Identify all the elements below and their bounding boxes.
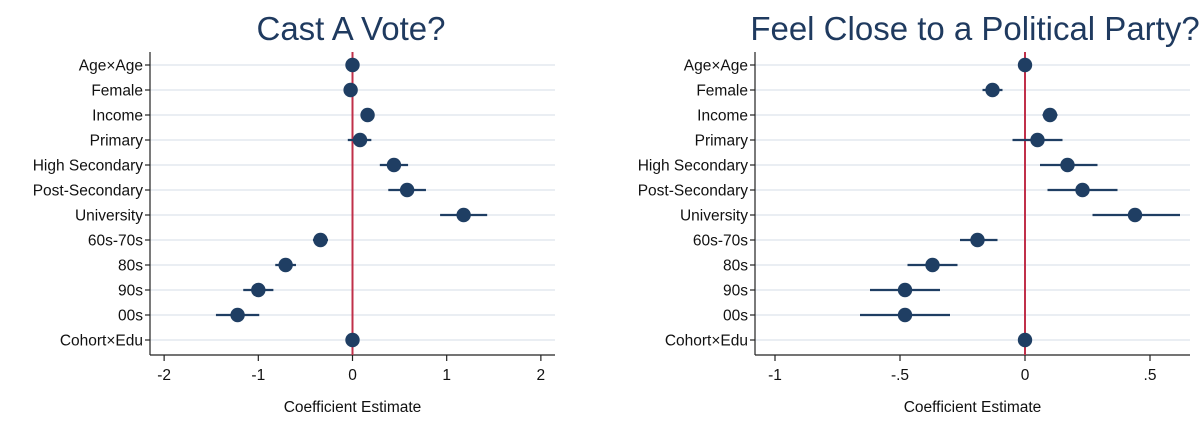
- category-label: 80s: [118, 258, 143, 275]
- point-estimate: [343, 82, 358, 98]
- point-estimate: [386, 157, 402, 173]
- category-label: University: [75, 208, 143, 225]
- x-tick-label: 0: [348, 367, 357, 384]
- point-estimate: [925, 257, 940, 273]
- category-label: University: [680, 208, 748, 225]
- category-label: Post-Secondary: [33, 183, 144, 200]
- category-label: 90s: [118, 283, 143, 300]
- category-label: Post-Secondary: [638, 183, 749, 200]
- point-estimate: [897, 282, 913, 298]
- point-estimate: [897, 307, 913, 323]
- point-estimate: [1042, 107, 1058, 123]
- point-estimate: [1030, 132, 1045, 148]
- category-label: High Secondary: [33, 158, 144, 175]
- point-estimate: [1017, 57, 1033, 73]
- category-label: Female: [696, 83, 748, 100]
- category-label: 60s-70s: [693, 233, 748, 250]
- point-estimate: [360, 107, 375, 123]
- x-tick-label: -.5: [891, 367, 909, 384]
- category-label: 80s: [723, 258, 748, 275]
- x-tick-label: 1: [442, 367, 451, 384]
- category-label: Female: [91, 83, 143, 100]
- x-axis-label: Coefficient Estimate: [284, 399, 422, 416]
- x-tick-label: -1: [251, 367, 265, 384]
- point-estimate: [1017, 332, 1033, 348]
- chart-title: Cast A Vote?: [257, 10, 446, 47]
- x-axis-label: Coefficient Estimate: [904, 399, 1042, 416]
- point-estimate: [313, 232, 328, 248]
- point-estimate: [1127, 207, 1143, 223]
- point-estimate: [345, 57, 360, 73]
- point-estimate: [970, 232, 985, 248]
- category-label: Cohort×Edu: [60, 333, 143, 350]
- category-label: 60s-70s: [88, 233, 143, 250]
- point-estimate: [345, 332, 360, 348]
- x-tick-label: .5: [1144, 367, 1157, 384]
- x-tick-label: 0: [1021, 367, 1030, 384]
- category-label: Cohort×Edu: [665, 333, 748, 350]
- panel-2: Feel Close to a Political Party?Age×Age F…: [638, 10, 1200, 416]
- chart-title: Feel Close to a Political Party?: [750, 10, 1199, 47]
- category-label: Age×Age: [79, 58, 143, 75]
- category-label: Income: [92, 108, 143, 125]
- point-estimate: [251, 282, 266, 298]
- point-estimate: [399, 182, 415, 198]
- category-label: 00s: [723, 308, 748, 325]
- category-label: Income: [697, 108, 748, 125]
- category-label: Age×Age: [684, 58, 748, 75]
- x-tick-label: -1: [768, 367, 782, 384]
- point-estimate: [278, 257, 293, 273]
- category-label: 00s: [118, 308, 143, 325]
- category-label: Primary: [90, 133, 144, 150]
- point-estimate: [456, 207, 471, 223]
- point-estimate: [1075, 182, 1090, 198]
- category-label: Primary: [695, 133, 749, 150]
- point-estimate: [352, 132, 368, 148]
- point-estimate: [985, 82, 1000, 98]
- panel-1: Cast A Vote? Age×Age Female Income Primary Hi…: [33, 10, 555, 416]
- point-estimate: [230, 307, 245, 323]
- point-estimate: [1060, 157, 1075, 173]
- x-tick-label: 2: [537, 367, 546, 384]
- x-tick-label: -2: [157, 367, 171, 384]
- category-label: 90s: [723, 283, 748, 300]
- category-label: High Secondary: [638, 158, 749, 175]
